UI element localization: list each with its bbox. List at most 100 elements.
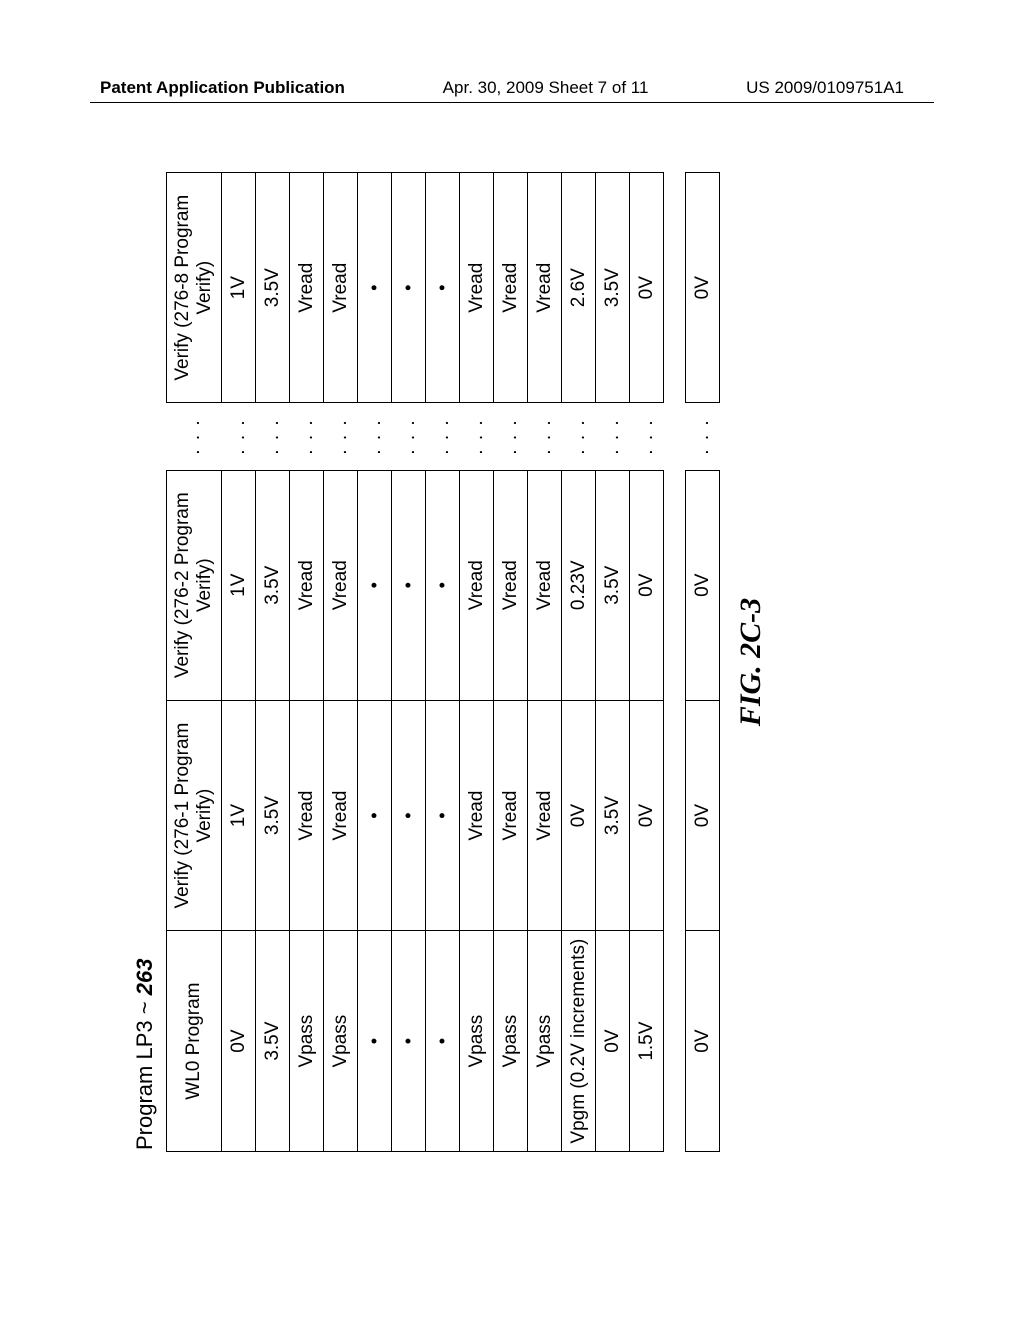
table-row: 1.5V 0V 0V . . . 0V: [630, 173, 664, 1152]
table-cell: 0V: [686, 173, 720, 403]
table-cell: Vpass: [460, 931, 494, 1152]
table-cell: 0V: [630, 700, 664, 930]
table-cell: 0V: [686, 931, 720, 1152]
table-cell: Vpgm (0.2V increments): [562, 931, 596, 1152]
table-cell: Vread: [460, 700, 494, 930]
table-row: Vpass Vread Vread . . . Vread: [460, 173, 494, 1152]
table-cell: Vread: [290, 700, 324, 930]
table-cell-dot: •: [392, 700, 426, 930]
table-row: Vpgm (0.2V increments) 0V 0.23V . . . 2.…: [562, 173, 596, 1152]
table-cell: 3.5V: [596, 700, 630, 930]
table-cell-ellipsis: . . .: [392, 403, 426, 470]
table-header: Verify (276-8 Program Verify): [167, 173, 222, 403]
table-cell: Vread: [528, 470, 562, 700]
table-cell-ellipsis: . . .: [630, 403, 664, 470]
table-cell: Vread: [324, 173, 358, 403]
figure-title: Program LP3 ~ 263: [132, 172, 158, 1152]
figure-area: Program LP3 ~ 263 WL0 Program Verify (27…: [132, 172, 892, 1152]
table-cell-ellipsis: . . .: [494, 403, 528, 470]
table-cell: 1V: [222, 470, 256, 700]
table-cell: Vread: [494, 173, 528, 403]
figure-title-tilde: ~: [132, 1001, 157, 1014]
table-cell: 0V: [596, 931, 630, 1152]
table-cell-ellipsis: . . .: [596, 403, 630, 470]
table-cell: Vread: [460, 470, 494, 700]
table-cell-ellipsis: . . .: [256, 403, 290, 470]
table-cell: Vread: [324, 700, 358, 930]
table-row: Vpass Vread Vread . . . Vread: [528, 173, 562, 1152]
page-header: Patent Application Publication Apr. 30, …: [0, 78, 1024, 98]
table-cell: Vread: [290, 173, 324, 403]
table-cell: Vpass: [528, 931, 562, 1152]
table-cell: 3.5V: [256, 173, 290, 403]
table-cell-ellipsis: . . .: [426, 403, 460, 470]
table-cell: Vread: [494, 700, 528, 930]
header-publication: Patent Application Publication: [100, 78, 345, 98]
table-body: 0V 1V 1V . . . 1V 3.5V 3.5V 3.5V . . . 3…: [222, 173, 720, 1152]
table-cell-ellipsis: . . .: [358, 403, 392, 470]
figure-title-ref: 263: [132, 959, 157, 996]
table-cell: Vread: [528, 700, 562, 930]
table-cell: 3.5V: [256, 700, 290, 930]
table-cell-dot: •: [358, 173, 392, 403]
table-cell-dot: •: [392, 931, 426, 1152]
table-cell-dot: •: [426, 931, 460, 1152]
table-cell-dot: •: [358, 470, 392, 700]
table-cell: Vpass: [494, 931, 528, 1152]
table-cell-dot: •: [358, 700, 392, 930]
table-cell-ellipsis: . . .: [222, 403, 256, 470]
table-cell-ellipsis: . . .: [528, 403, 562, 470]
table-cell: 1V: [222, 173, 256, 403]
table-cell-dot: •: [358, 931, 392, 1152]
table-cell: 3.5V: [596, 173, 630, 403]
table-cell-dot: •: [426, 700, 460, 930]
table-cell: 0V: [686, 700, 720, 930]
table-cell-dot: •: [426, 470, 460, 700]
table-row: • • • . . . •: [426, 173, 460, 1152]
table-cell: 1.5V: [630, 931, 664, 1152]
table-header: Verify (276-1 Program Verify): [167, 700, 222, 930]
table-cell: 3.5V: [256, 470, 290, 700]
table-header-row: WL0 Program Verify (276-1 Program Verify…: [167, 173, 222, 1152]
table-row: 3.5V 3.5V 3.5V . . . 3.5V: [256, 173, 290, 1152]
table-gap-row: [664, 173, 686, 1152]
table-cell: Vread: [290, 470, 324, 700]
table-cell-ellipsis: . . .: [460, 403, 494, 470]
table-cell: 2.6V: [562, 173, 596, 403]
table-header-ellipsis: . . .: [167, 403, 222, 470]
table-row: Vpass Vread Vread . . . Vread: [290, 173, 324, 1152]
table-cell: 1V: [222, 700, 256, 930]
table-cell: Vread: [528, 173, 562, 403]
table-cell-dot: •: [392, 470, 426, 700]
table-row: • • • . . . •: [358, 173, 392, 1152]
table-cell: Vpass: [290, 931, 324, 1152]
table-cell-dot: •: [392, 173, 426, 403]
table-cell: 0V: [562, 700, 596, 930]
table-row: 0V 1V 1V . . . 1V: [222, 173, 256, 1152]
header-rule: [90, 102, 934, 103]
table-header: Verify (276-2 Program Verify): [167, 470, 222, 700]
table-cell: 0V: [686, 470, 720, 700]
table-row: Vpass Vread Vread . . . Vread: [324, 173, 358, 1152]
table-row: Vpass Vread Vread . . . Vread: [494, 173, 528, 1152]
table-cell: 0V: [630, 470, 664, 700]
table-cell: Vread: [494, 470, 528, 700]
table-row: • • • . . . •: [392, 173, 426, 1152]
table-cell: Vread: [460, 173, 494, 403]
table-cell-ellipsis: . . .: [562, 403, 596, 470]
table-cell-ellipsis: . . .: [324, 403, 358, 470]
table-cell-ellipsis: . . .: [290, 403, 324, 470]
table-cell: 3.5V: [256, 931, 290, 1152]
table-row: 0V 0V 0V . . . 0V: [686, 173, 720, 1152]
figure-title-prefix: Program LP3: [132, 1020, 157, 1150]
header-date-sheet: Apr. 30, 2009 Sheet 7 of 11: [443, 78, 649, 98]
voltage-table: WL0 Program Verify (276-1 Program Verify…: [166, 172, 720, 1152]
figure-caption: FIG. 2C-3: [734, 172, 768, 1152]
figure-rotated-wrapper: Program LP3 ~ 263 WL0 Program Verify (27…: [132, 172, 892, 1152]
table-row: 0V 3.5V 3.5V . . . 3.5V: [596, 173, 630, 1152]
table-cell: 0V: [222, 931, 256, 1152]
table-header: WL0 Program: [167, 931, 222, 1152]
table-cell: 3.5V: [596, 470, 630, 700]
table-cell-ellipsis: . . .: [686, 403, 720, 470]
header-pub-number: US 2009/0109751A1: [746, 78, 904, 98]
